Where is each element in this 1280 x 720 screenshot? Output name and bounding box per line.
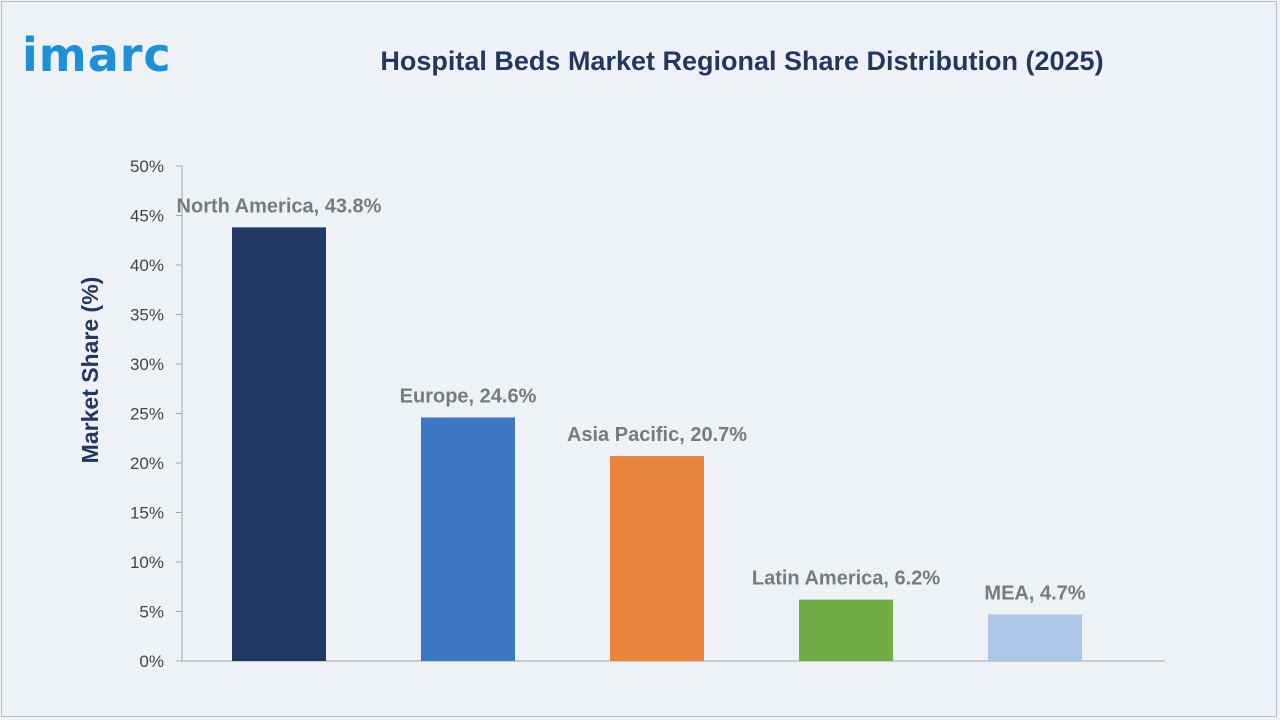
chart-title: Hospital Beds Market Regional Share Dist… [380,46,1104,76]
bar-mea [988,614,1082,661]
bars [232,227,1082,661]
data-label: Asia Pacific, 20.7% [567,424,747,446]
bar-north-america [232,227,326,661]
data-label: Latin America, 6.2% [752,568,940,590]
data-label: MEA, 4.7% [984,582,1085,604]
y-tick-label: 45% [130,207,164,226]
y-tick-label: 40% [130,256,164,275]
bar-latin-america [799,599,893,661]
y-axis: 0% 5% 10% 15% 20% 25% 30% 35% 40% 45% 50% [130,157,183,671]
y-tick-label: 35% [130,306,164,325]
y-tick-label: 5% [139,603,164,622]
data-label: Europe, 24.6% [400,385,537,407]
y-axis-title: Market Share (%) [77,277,103,464]
y-tick-label: 10% [130,553,164,572]
bar-europe [421,417,515,661]
y-tick-label: 50% [130,157,164,176]
y-tick-label: 20% [130,454,164,473]
bar-asia-pacific [610,456,704,661]
y-tick-label: 30% [130,355,164,374]
y-tick-label: 25% [130,405,164,424]
imarc-logo: imarc [22,28,172,82]
y-tick-label: 15% [130,504,164,523]
data-label: North America, 43.8% [177,195,382,217]
data-labels: North America, 43.8% Europe, 24.6% Asia Pa… [177,195,1086,604]
y-tick-label: 0% [139,652,164,671]
